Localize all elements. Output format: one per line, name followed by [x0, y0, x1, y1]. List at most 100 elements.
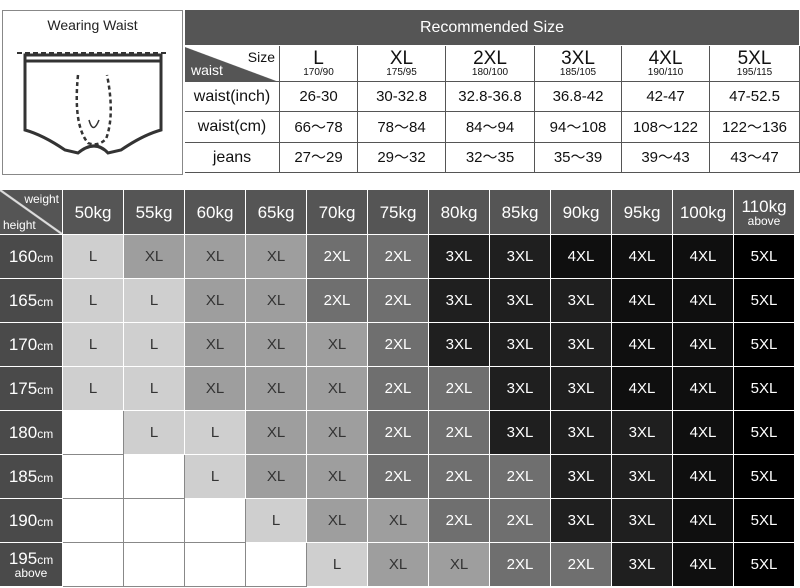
- height-unit: cm: [37, 427, 54, 441]
- size-cell: XL: [368, 499, 429, 543]
- height-value: 175: [8, 379, 38, 398]
- weight-value: 85kg: [501, 202, 539, 222]
- size-cell: XL: [185, 367, 246, 411]
- measure-value: 26-30: [280, 82, 358, 112]
- size-cell: 4XL: [612, 279, 673, 323]
- size-cell: XL: [246, 279, 307, 323]
- grid-corner: weight height: [0, 190, 63, 235]
- size-cell: 4XL: [673, 499, 734, 543]
- size-sub: 195/115: [736, 67, 773, 78]
- illustration-panel: Wearing Waist: [2, 10, 183, 175]
- size-header: 5XL 195/115: [710, 46, 800, 82]
- size-cell: XL: [307, 367, 368, 411]
- height-unit: cm: [37, 251, 54, 265]
- size-cell: 3XL: [551, 367, 612, 411]
- size-cell: 3XL: [612, 543, 673, 587]
- empty-cell: [124, 543, 185, 587]
- size-sub: 180/100: [471, 67, 509, 78]
- size-header: 2XL 180/100: [446, 46, 535, 82]
- height-label-cell: 180cm: [0, 411, 63, 455]
- size-cell: 3XL: [612, 411, 673, 455]
- wearing-waist-label: Wearing Waist: [47, 17, 138, 33]
- empty-cell: [124, 455, 185, 499]
- size-cell: 4XL: [551, 235, 612, 279]
- weight-header: 100kg: [673, 190, 734, 235]
- height-unit: cm: [37, 515, 54, 529]
- size-cell: 2XL: [490, 543, 551, 587]
- size-cell: 4XL: [612, 235, 673, 279]
- measure-value: 43～47: [710, 143, 800, 173]
- weight-value: 95kg: [623, 202, 661, 222]
- size-cell: 3XL: [490, 323, 551, 367]
- size-name: 3XL: [561, 48, 595, 69]
- size-sub: 175/95: [386, 67, 417, 78]
- size-corner: Size waist: [185, 46, 280, 82]
- weight-note: above: [747, 213, 781, 228]
- size-header: 4XL 190/110: [622, 46, 710, 82]
- size-cell: L: [185, 455, 246, 499]
- size-cell: 2XL: [429, 411, 490, 455]
- weight-header: 50kg: [63, 190, 124, 235]
- height-unit: cm: [37, 553, 54, 567]
- size-cell: 2XL: [307, 279, 368, 323]
- empty-cell: [63, 543, 124, 587]
- measure-label: jeans: [185, 143, 280, 173]
- size-cell: 2XL: [429, 455, 490, 499]
- height-value: 180: [8, 423, 38, 442]
- size-cell: 3XL: [551, 323, 612, 367]
- size-cell: 4XL: [673, 367, 734, 411]
- size-sub: 185/105: [559, 67, 597, 78]
- size-cell: XL: [185, 235, 246, 279]
- height-label-cell: 160cm: [0, 235, 63, 279]
- size-cell: 4XL: [673, 235, 734, 279]
- size-cell: XL: [185, 323, 246, 367]
- size-cell: XL: [307, 499, 368, 543]
- empty-cell: [63, 411, 124, 455]
- weight-header: 85kg: [490, 190, 551, 235]
- size-cell: XL: [368, 543, 429, 587]
- empty-cell: [63, 499, 124, 543]
- weight-value: 70kg: [318, 202, 356, 222]
- size-cell: 3XL: [429, 323, 490, 367]
- size-cell: 3XL: [612, 455, 673, 499]
- size-cell: 4XL: [673, 455, 734, 499]
- height-text: 185cm: [9, 468, 53, 485]
- size-cell: 3XL: [490, 279, 551, 323]
- height-label-cell: 195cm above: [0, 543, 63, 587]
- height-text: 180cm: [9, 424, 53, 441]
- weight-value: 65kg: [257, 202, 295, 222]
- size-cell: 2XL: [307, 235, 368, 279]
- height-text: 170cm: [9, 336, 53, 353]
- size-cell: L: [63, 235, 124, 279]
- height-label-cell: 170cm: [0, 323, 63, 367]
- size-cell: L: [307, 543, 368, 587]
- height-text: 160cm: [9, 248, 53, 265]
- recommended-title: Recommended Size: [185, 10, 800, 46]
- size-cell: L: [63, 367, 124, 411]
- size-label: Size: [247, 49, 275, 65]
- size-cell: 3XL: [490, 235, 551, 279]
- measure-value: 84～94: [446, 112, 535, 143]
- size-cell: 3XL: [490, 367, 551, 411]
- measure-value: 32.8-36.8: [446, 82, 535, 112]
- weight-value: 60kg: [196, 202, 234, 222]
- size-cell: 2XL: [368, 279, 429, 323]
- size-name: 4XL: [648, 48, 683, 69]
- weight-header: 95kg: [612, 190, 673, 235]
- size-cell: 5XL: [734, 323, 795, 367]
- size-cell: L: [124, 411, 185, 455]
- measure-value: 30-32.8: [358, 82, 446, 112]
- size-cell: 4XL: [612, 367, 673, 411]
- size-cell: L: [124, 367, 185, 411]
- size-cell: 2XL: [368, 367, 429, 411]
- height-value: 190: [8, 511, 38, 530]
- weight-header: 65kg: [246, 190, 307, 235]
- size-sub: 190/110: [647, 67, 684, 78]
- measure-value: 108～122: [622, 112, 710, 143]
- measure-value: 39～43: [622, 143, 710, 173]
- height-label-cell: 190cm: [0, 499, 63, 543]
- empty-cell: [185, 543, 246, 587]
- size-name: 5XL: [737, 48, 772, 69]
- height-text: 195cm: [9, 550, 53, 567]
